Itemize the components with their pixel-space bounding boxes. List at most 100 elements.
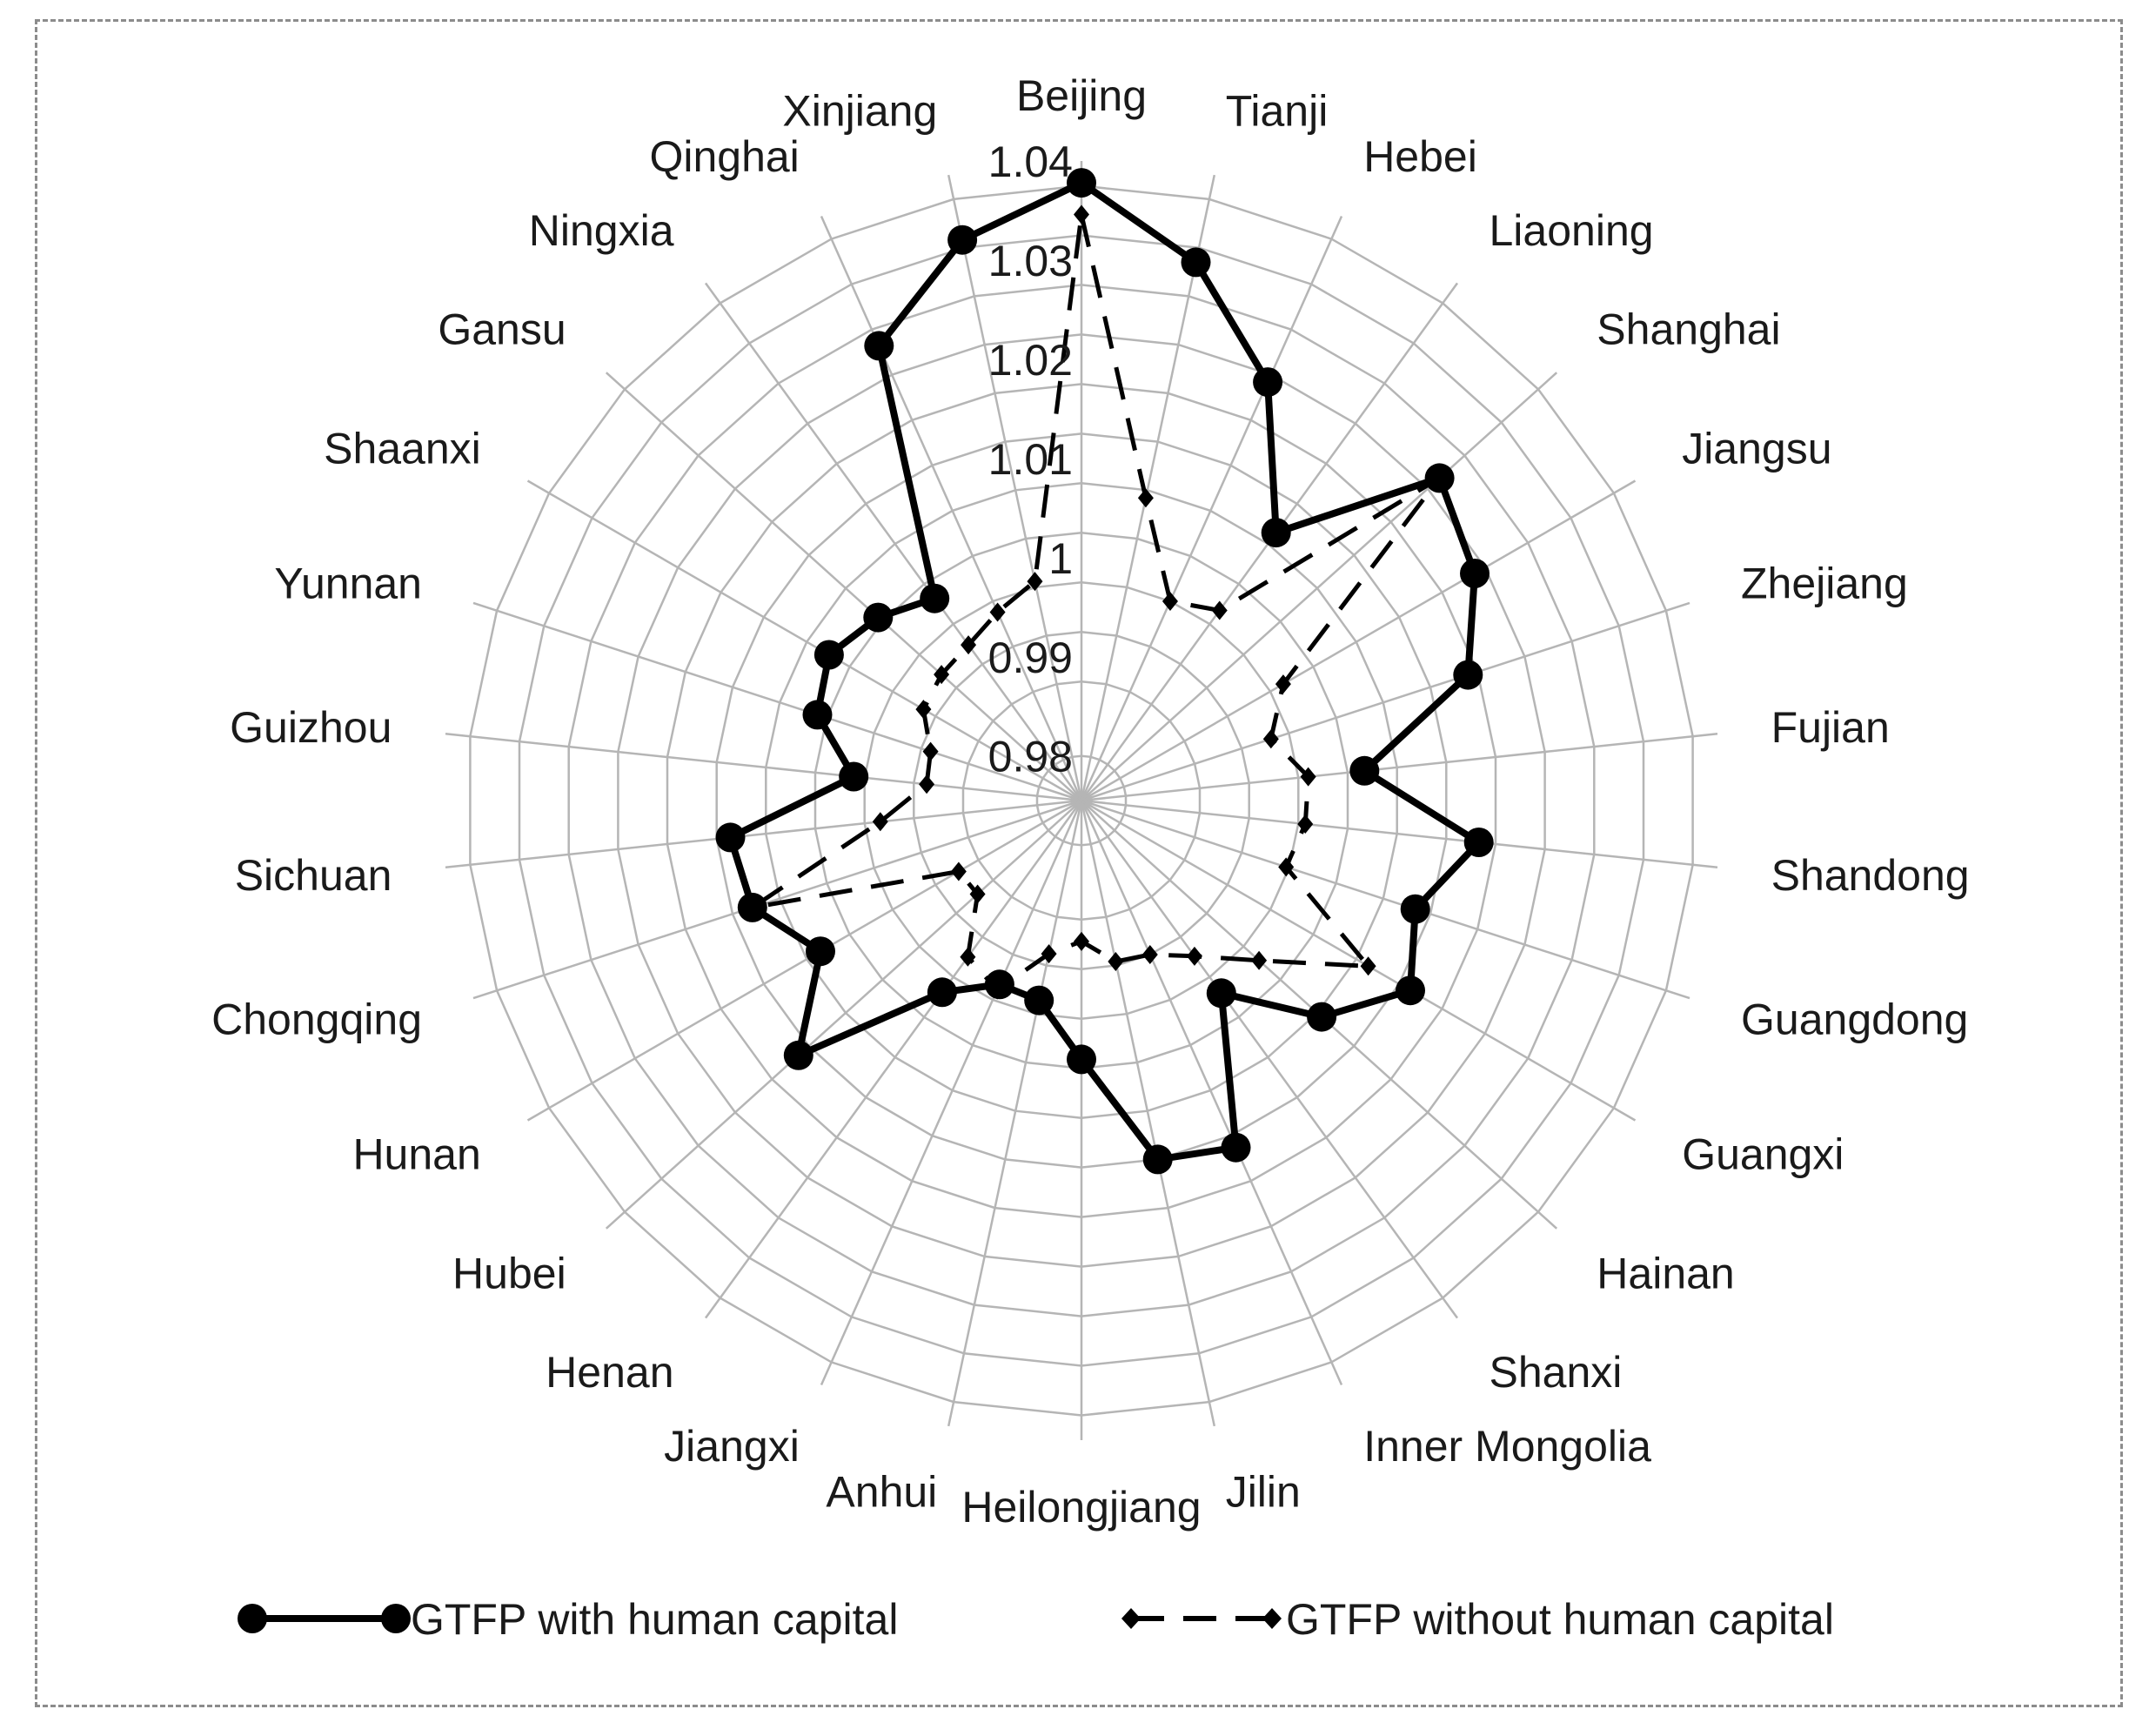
grid-spoke <box>1080 800 1343 1386</box>
data-point-yunnan <box>922 741 939 761</box>
series-line <box>726 179 1483 1163</box>
data-point-hebei <box>1162 591 1178 611</box>
data-point-guangdong <box>1278 857 1295 877</box>
data-point-henan <box>960 947 976 967</box>
data-point-qinghai <box>989 602 1006 622</box>
data-point-fujian <box>1349 755 1380 786</box>
data-point-henan <box>927 977 957 1008</box>
grid-spoke <box>1080 174 1216 801</box>
category-label-shandong: Shandong <box>1771 851 1970 900</box>
category-label-liaoning: Liaoning <box>1490 206 1654 255</box>
data-point-guangdong <box>1400 894 1430 924</box>
data-point-fujian <box>1300 767 1316 787</box>
data-point-xinjiang <box>1027 572 1043 592</box>
data-point-jiangsu <box>1460 559 1490 588</box>
data-point-gansu <box>934 665 950 685</box>
data-point-hunan <box>806 936 835 967</box>
data-point-jiangsu <box>1275 674 1291 694</box>
legend-item-without-hc: GTFP without human capital <box>1121 1595 1834 1644</box>
data-point-jilin <box>1142 1144 1173 1175</box>
tick-label: 1 <box>1048 534 1073 583</box>
data-point-guizhou <box>839 761 869 792</box>
tick-label: 0.98 <box>988 733 1073 781</box>
category-label-guizhou: Guizhou <box>230 703 392 752</box>
category-label-jiangsu: Jiangsu <box>1682 425 1831 473</box>
data-point-anhui <box>1041 944 1057 964</box>
category-labels: Beijing Tianji Hebei Liaoning Shanghai Jiangs… <box>211 71 1969 1532</box>
grid-spoke <box>1081 799 1690 1000</box>
category-label-sichuan: Sichuan <box>235 851 392 900</box>
grid-spoke <box>1080 215 1343 801</box>
data-point-jilin <box>1108 952 1124 972</box>
grid-spoke <box>472 799 1082 1000</box>
series-layer <box>715 168 1494 1175</box>
grid-spoke <box>947 174 1083 801</box>
data-point-hubei <box>969 884 986 904</box>
grid-spoke <box>526 799 1082 1122</box>
data-point-tianji <box>1181 247 1211 278</box>
category-label-hainan: Hainan <box>1597 1250 1734 1298</box>
category-label-jilin: Jilin <box>1226 1467 1301 1516</box>
grid-spoke <box>1081 479 1637 802</box>
data-point-qinghai <box>864 331 894 361</box>
grid-spoke <box>1080 800 1459 1319</box>
data-point-inner-mongolia <box>1221 1132 1251 1163</box>
tick-label: 1.02 <box>988 336 1073 385</box>
data-point-inner-mongolia <box>1141 944 1158 964</box>
category-label-hubei: Hubei <box>452 1250 566 1298</box>
data-point-hunan <box>950 861 967 881</box>
tick-label: 1.04 <box>988 137 1073 186</box>
data-point-shaanxi <box>813 640 844 670</box>
grid-spoke <box>947 800 1083 1427</box>
category-label-henan: Henan <box>546 1348 673 1397</box>
data-point-ningxia <box>961 635 977 655</box>
data-point-liaoning <box>1261 518 1291 548</box>
data-point-yunnan <box>802 700 833 730</box>
category-label-yunnan: Yunnan <box>274 559 422 607</box>
category-label-guangdong: Guangdong <box>1741 995 1968 1044</box>
data-point-ningxia <box>920 583 950 613</box>
data-point-beijing <box>1067 168 1096 198</box>
category-label-anhui: Anhui <box>826 1467 937 1516</box>
data-point-sichuan <box>872 812 888 832</box>
data-point-hainan <box>1251 950 1268 970</box>
data-point-chongqing <box>744 897 760 917</box>
data-point-beijing <box>1074 204 1089 225</box>
series-with-human-capital <box>715 168 1494 1175</box>
data-point-liaoning <box>1211 600 1228 620</box>
data-point-shanxi <box>1186 946 1202 966</box>
legend: GTFP with human capital GTFP without hum… <box>238 1595 1834 1644</box>
data-point-gansu <box>863 602 894 633</box>
legend-label-with-hc: GTFP with human capital <box>411 1595 898 1644</box>
grid-spoke <box>605 372 1082 801</box>
grid-spoke <box>704 800 1083 1319</box>
category-label-hebei: Hebei <box>1363 132 1477 181</box>
data-point-shandong <box>1297 814 1314 834</box>
data-point-zhejiang <box>1262 729 1279 749</box>
grid-spoke <box>1080 800 1216 1427</box>
category-label-jiangxi: Jiangxi <box>664 1422 800 1471</box>
data-point-xinjiang <box>947 225 978 255</box>
legend-label-without-hc: GTFP without human capital <box>1286 1595 1834 1644</box>
data-point-heilongjiang <box>1074 931 1089 951</box>
grid-spoke <box>605 800 1082 1230</box>
category-label-zhejiang: Zhejiang <box>1741 559 1908 607</box>
data-point-sichuan <box>715 822 746 853</box>
data-point-guangxi <box>1396 975 1425 1006</box>
grid-spoke <box>820 215 1083 801</box>
data-point-zhejiang <box>1453 660 1483 690</box>
category-label-ningxia: Ningxia <box>529 206 674 255</box>
data-point-jiangxi <box>989 980 1006 1000</box>
chart-frame <box>35 19 2123 1707</box>
tick-label: 1.03 <box>988 237 1073 285</box>
category-label-shanxi: Shanxi <box>1490 1348 1623 1397</box>
category-label-inner-mongolia: Inner Mongolia <box>1363 1422 1651 1471</box>
data-point-hainan <box>1307 1002 1337 1032</box>
grid-spoke <box>1081 799 1637 1122</box>
grid-spoke <box>1081 799 1718 869</box>
grid-spoke <box>704 282 1083 801</box>
category-label-chongqing: Chongqing <box>211 995 422 1044</box>
data-point-shaanxi <box>915 700 932 720</box>
category-label-fujian: Fujian <box>1771 703 1890 752</box>
category-label-qinghai: Qinghai <box>649 132 799 181</box>
